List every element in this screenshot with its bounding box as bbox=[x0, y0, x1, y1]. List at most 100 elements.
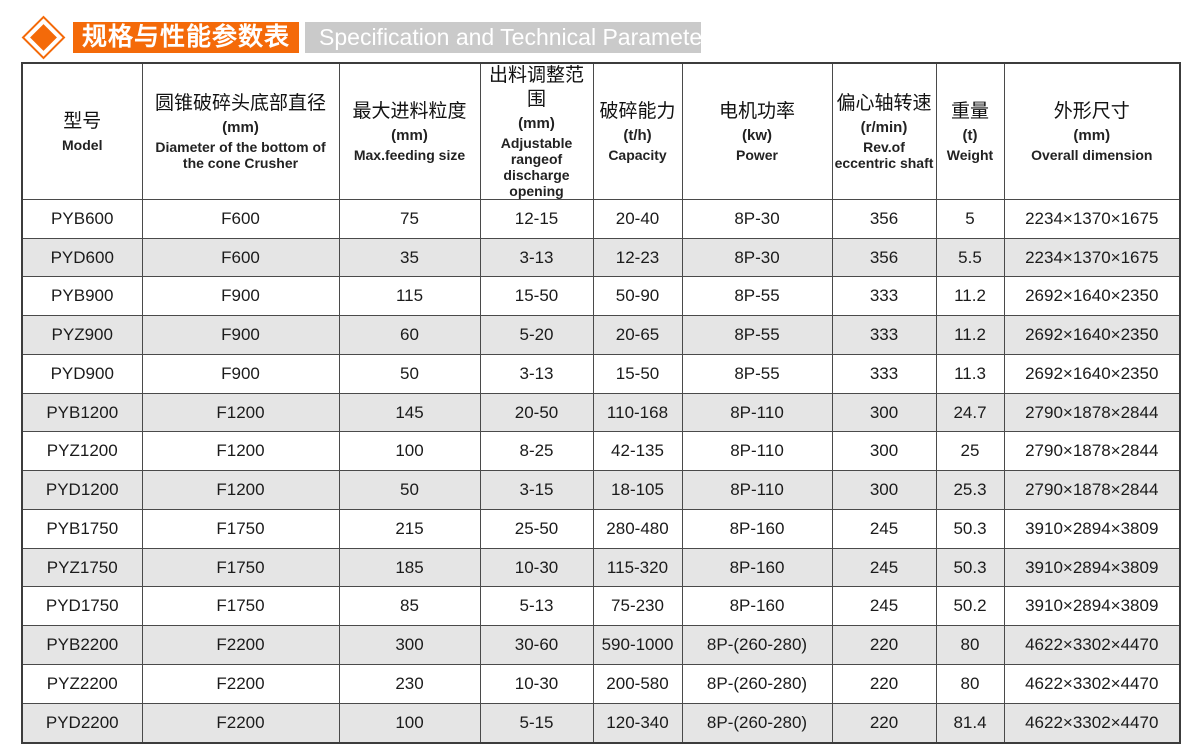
table-cell: 42-135 bbox=[592, 431, 683, 472]
table-cell: 24.7 bbox=[935, 392, 1005, 433]
table-cell: 2234×1370×1675 bbox=[1003, 198, 1181, 239]
table-cell: 75-230 bbox=[592, 586, 683, 627]
diamond-icon-fill bbox=[30, 23, 57, 51]
section-title-chinese: 规格与性能参数表 bbox=[73, 21, 300, 53]
table-cell: 8P-110 bbox=[681, 431, 833, 472]
table-cell: 8P-30 bbox=[681, 237, 833, 278]
table-cell: 11.3 bbox=[935, 353, 1005, 394]
table-cell: 11.2 bbox=[935, 315, 1005, 355]
table-cell: 100 bbox=[338, 431, 481, 472]
table-row: PYB900 F900 115 15-50 50-90 8P-55 333 11.2 2692×… bbox=[21, 276, 1181, 317]
table-cell: 12-15 bbox=[479, 198, 594, 239]
table-cell: 5-13 bbox=[479, 586, 594, 627]
table-row: PYB1750 F1750 215 25-50 280-480 8P-160 245 50.3… bbox=[21, 508, 1181, 549]
table-cell: 356 bbox=[831, 198, 937, 239]
column-header-4: 破碎能力 (t/h) Capacity bbox=[592, 62, 683, 200]
table-cell: 590-1000 bbox=[592, 625, 683, 665]
table-cell: 2790×1878×2844 bbox=[1003, 470, 1181, 510]
table-row: PYD1200 F1200 50 3-15 18-105 8P-110 300 25.3 279… bbox=[21, 470, 1181, 510]
table-cell: 300 bbox=[831, 470, 937, 510]
table-cell: PYB900 bbox=[21, 276, 143, 317]
table-cell: 50-90 bbox=[592, 276, 683, 317]
column-title-en: Model bbox=[62, 136, 103, 153]
column-title-en: Capacity bbox=[608, 146, 667, 163]
table-cell: 8P-55 bbox=[681, 276, 833, 317]
table-cell: 15-50 bbox=[592, 353, 683, 394]
table-row: PYB1200 F1200 145 20-50 110-168 8P-110 300 24.7… bbox=[21, 392, 1181, 433]
table-cell: 3-13 bbox=[479, 353, 594, 394]
table-cell: 80 bbox=[935, 663, 1005, 704]
table-cell: PYZ1200 bbox=[21, 431, 143, 472]
table-cell: 3-15 bbox=[479, 470, 594, 510]
table-cell: 10-30 bbox=[479, 663, 594, 704]
table-cell: F2200 bbox=[141, 625, 340, 665]
table-cell: PYD1200 bbox=[21, 470, 143, 510]
table-cell: 2692×1640×2350 bbox=[1003, 315, 1181, 355]
column-unit: (mm) bbox=[222, 118, 259, 136]
table-cell: 2790×1878×2844 bbox=[1003, 431, 1181, 472]
table-cell: 8P-(260-280) bbox=[681, 625, 833, 665]
table-cell: 8P-(260-280) bbox=[681, 702, 833, 744]
table-cell: 85 bbox=[338, 586, 481, 627]
table-cell: 356 bbox=[831, 237, 937, 278]
section-title-english: Specification and Technical Parameter bbox=[305, 21, 710, 53]
table-cell: 8P-55 bbox=[681, 315, 833, 355]
table-cell: PYD900 bbox=[21, 353, 143, 394]
column-header-7: 重量 (t) Weight bbox=[935, 62, 1005, 200]
column-title-en: Rev.of eccentric shaft bbox=[834, 138, 934, 171]
table-cell: 30-60 bbox=[479, 625, 594, 665]
table-row: PYB2200 F2200 300 30-60 590-1000 8P-(260-280)… bbox=[21, 625, 1181, 665]
table-cell: 50.3 bbox=[935, 508, 1005, 549]
table-cell: 115 bbox=[338, 276, 481, 317]
table-cell: 8-25 bbox=[479, 431, 594, 472]
table-row: PYZ900 F900 60 5-20 20-65 8P-55 333 11.2 2692×16… bbox=[21, 315, 1181, 355]
column-header-8: 外形尺寸 (mm) Overall dimension bbox=[1003, 62, 1181, 200]
column-title-cn: 偏心轴转速 bbox=[836, 92, 932, 114]
table-cell: 2790×1878×2844 bbox=[1003, 392, 1181, 433]
table-cell: 20-65 bbox=[592, 315, 683, 355]
table-cell: 110-168 bbox=[592, 392, 683, 433]
table-cell: 5 bbox=[935, 198, 1005, 239]
table-cell: PYZ2200 bbox=[21, 663, 143, 704]
table-cell: 200-580 bbox=[592, 663, 683, 704]
table-cell: 333 bbox=[831, 276, 937, 317]
table-cell: 3910×2894×3809 bbox=[1003, 508, 1181, 549]
table-cell: 5.5 bbox=[935, 237, 1005, 278]
table-cell: 8P-55 bbox=[681, 353, 833, 394]
table-cell: 2234×1370×1675 bbox=[1003, 237, 1181, 278]
table-cell: 3-13 bbox=[479, 237, 594, 278]
table-cell: 50.3 bbox=[935, 547, 1005, 588]
table-cell: 220 bbox=[831, 663, 937, 704]
column-title-en: Overall dimension bbox=[1031, 146, 1153, 163]
column-unit: (kw) bbox=[742, 126, 772, 144]
table-cell: 333 bbox=[831, 315, 937, 355]
table-cell: 20-50 bbox=[479, 392, 594, 433]
table-cell: 60 bbox=[338, 315, 481, 355]
table-cell: F1750 bbox=[141, 508, 340, 549]
column-unit: (mm) bbox=[518, 114, 555, 132]
table-cell: 185 bbox=[338, 547, 481, 588]
table-cell: 245 bbox=[831, 508, 937, 549]
table-cell: F1200 bbox=[141, 392, 340, 433]
table-cell: 300 bbox=[831, 431, 937, 472]
table-cell: F1750 bbox=[141, 547, 340, 588]
table-cell: 145 bbox=[338, 392, 481, 433]
table-cell: PYB2200 bbox=[21, 625, 143, 665]
column-title-cn: 最大进料粒度 bbox=[352, 101, 467, 123]
table-cell: PYB1200 bbox=[21, 392, 143, 433]
table-cell: PYB600 bbox=[21, 198, 143, 239]
table-cell: 8P-30 bbox=[681, 198, 833, 239]
column-header-0: 型号 Model bbox=[21, 62, 143, 200]
table-cell: 8P-160 bbox=[681, 547, 833, 588]
table-cell: F1200 bbox=[141, 470, 340, 510]
table-cell: 50.2 bbox=[935, 586, 1005, 627]
table-cell: 25.3 bbox=[935, 470, 1005, 510]
table-cell: 75 bbox=[338, 198, 481, 239]
column-title-en: Diameter of the bottom of the cone Crush… bbox=[155, 138, 326, 171]
table-row: PYZ2200 F2200 230 10-30 200-580 8P-(260-280) 2… bbox=[21, 663, 1181, 704]
table-cell: 2692×1640×2350 bbox=[1003, 353, 1181, 394]
table-cell: 8P-110 bbox=[681, 392, 833, 433]
table-cell: F1750 bbox=[141, 586, 340, 627]
table-cell: 333 bbox=[831, 353, 937, 394]
